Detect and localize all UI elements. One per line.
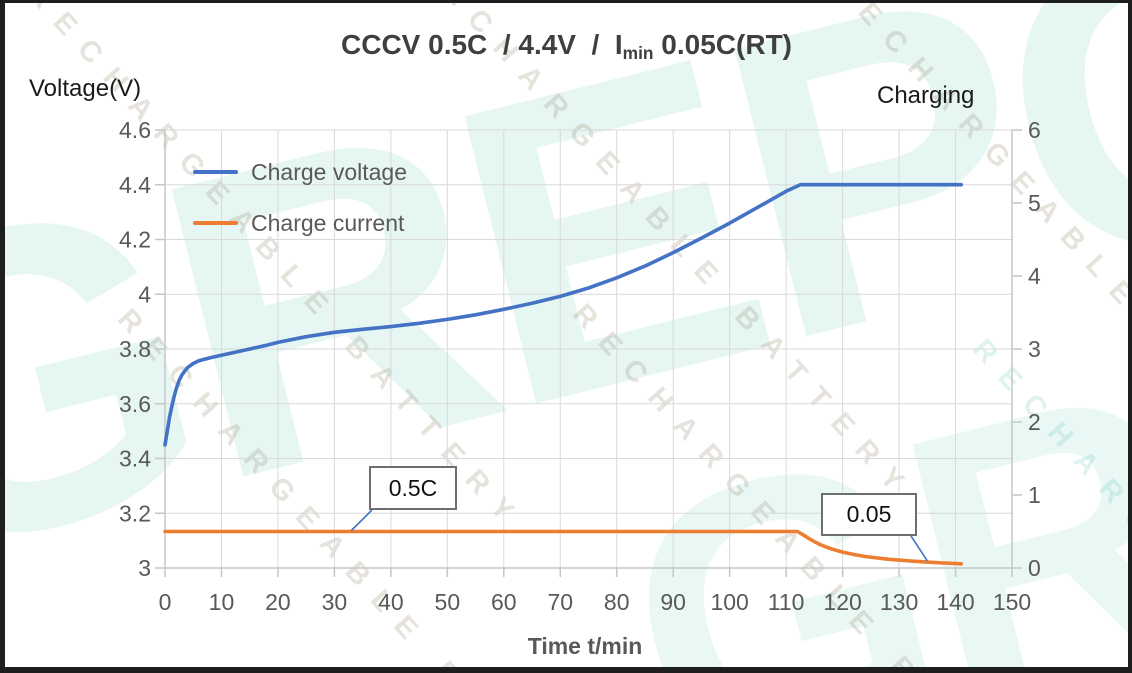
annotation-leader-0-05 — [910, 535, 928, 562]
left-tick-label: 4.4 — [119, 172, 151, 198]
right-tick-label: 2 — [1028, 409, 1041, 435]
annotation-0-5c: 0.5C — [369, 466, 457, 510]
right-tick-label: 3 — [1028, 336, 1041, 362]
left-tick-label: 4.6 — [119, 117, 151, 143]
annotation-leader-0-5c — [350, 509, 373, 532]
legend-item-charge-voltage: Charge voltage — [193, 159, 407, 185]
annotation-0-05: 0.05 — [821, 493, 917, 536]
legend-item-charge-current: Charge current — [193, 210, 407, 236]
series-line-charge-voltage — [163, 182, 964, 447]
x-tick-label: 10 — [209, 589, 235, 615]
x-tick-label: 110 — [768, 589, 805, 615]
left-tick-label: 4.2 — [119, 227, 151, 253]
legend-swatch-current — [193, 221, 238, 225]
left-tick-label: 3.6 — [119, 391, 151, 417]
right-tick-label: 4 — [1028, 263, 1041, 289]
left-tick-label: 4 — [138, 281, 151, 307]
right-tick-label: 5 — [1028, 190, 1041, 216]
x-tick-label: 120 — [823, 589, 861, 615]
legend-swatch-voltage — [193, 170, 238, 174]
left-tick-label: 3.4 — [119, 446, 151, 472]
x-tick-label: 0 — [159, 589, 172, 615]
x-tick-label: 130 — [880, 589, 918, 615]
left-axis-title: Voltage(V) — [29, 75, 142, 102]
right-tick-label: 6 — [1028, 117, 1041, 143]
legend-label-voltage: Charge voltage — [251, 158, 407, 185]
legend: Charge voltage Charge current — [193, 159, 407, 261]
left-tick-label: 3 — [138, 555, 151, 581]
chart-title-text: CCCV 0.5C / 4.4V / I — [341, 29, 623, 60]
right-tick-label: 1 — [1028, 482, 1041, 508]
legend-label-current: Charge current — [251, 209, 405, 236]
x-tick-label: 140 — [936, 589, 974, 615]
chart-title-subscript: min — [622, 42, 654, 63]
x-tick-label: 20 — [265, 589, 291, 615]
x-tick-label: 70 — [547, 589, 573, 615]
chart-title: CCCV 0.5C / 4.4V / Imin 0.05C(RT) — [5, 29, 1128, 64]
x-tick-label: 100 — [710, 589, 748, 615]
x-tick-label: 150 — [993, 589, 1031, 615]
chart-title-text: 0.05C(RT) — [653, 29, 792, 60]
x-tick-label: 80 — [604, 589, 630, 615]
left-tick-label: 3.2 — [119, 500, 151, 526]
x-tick-label: 90 — [660, 589, 686, 615]
left-tick-label: 3.8 — [119, 336, 151, 362]
x-tick-label: 60 — [491, 589, 517, 615]
right-tick-label: 0 — [1028, 555, 1041, 581]
x-axis-title: Time t/min — [527, 633, 643, 659]
x-tick-label: 50 — [435, 589, 461, 615]
x-tick-label: 30 — [322, 589, 348, 615]
right-axis-title: Charging — [877, 82, 975, 109]
x-tick-label: 40 — [378, 589, 404, 615]
series-line-charge-current — [163, 529, 964, 566]
